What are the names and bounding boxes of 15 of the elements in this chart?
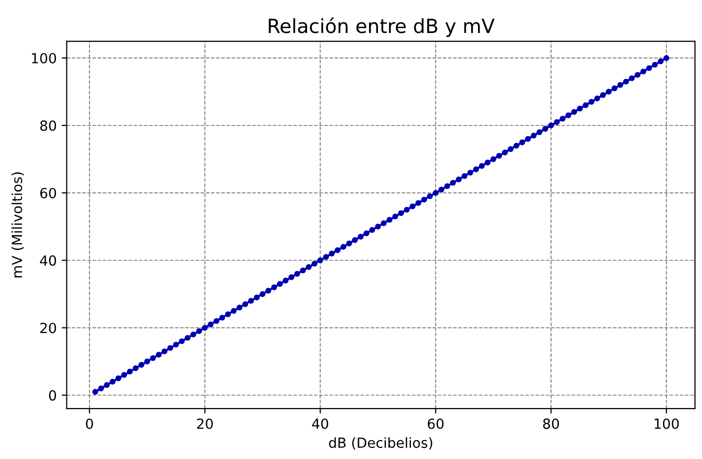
x-tick-label: 80 <box>543 418 559 429</box>
y-tick-label: 80 <box>40 120 56 131</box>
x-tick-label: 0 <box>86 418 93 429</box>
x-axis-title: dB (Decibelios) <box>329 437 432 450</box>
x-tick-label: 40 <box>312 418 328 429</box>
y-axis-title: mV (Milivoltios) <box>11 172 24 278</box>
y-tick-label: 60 <box>40 188 56 198</box>
y-tick-label: 100 <box>32 52 56 64</box>
y-tick-label: 0 <box>49 390 56 401</box>
x-tick-label: 100 <box>654 418 679 429</box>
y-tick-label: 40 <box>40 255 56 266</box>
x-tick-label: 20 <box>197 418 213 429</box>
y-tick-label: 20 <box>40 322 56 334</box>
chart-title: Relación entre dB y mV <box>268 17 495 38</box>
x-tick-label: 60 <box>428 418 444 429</box>
